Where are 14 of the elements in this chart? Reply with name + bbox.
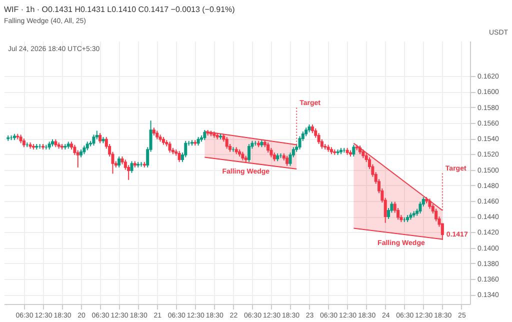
candlestick xyxy=(118,156,121,168)
candlestick xyxy=(352,144,356,157)
candlestick xyxy=(317,132,320,145)
candlestick xyxy=(248,144,251,162)
candlestick xyxy=(203,129,206,141)
chart-title: WIF · 1h · O0.1431 H0.1431 L0.1410 C0.1417 −0.0013 (−0.91%) xyxy=(4,5,236,14)
candlestick xyxy=(92,134,96,146)
candlestick xyxy=(184,140,188,158)
candlestick xyxy=(178,150,181,162)
candlestick xyxy=(298,136,302,150)
candlestick xyxy=(130,160,134,174)
candlestick xyxy=(168,141,172,154)
candlestick xyxy=(418,201,422,214)
candlestick xyxy=(98,132,102,144)
